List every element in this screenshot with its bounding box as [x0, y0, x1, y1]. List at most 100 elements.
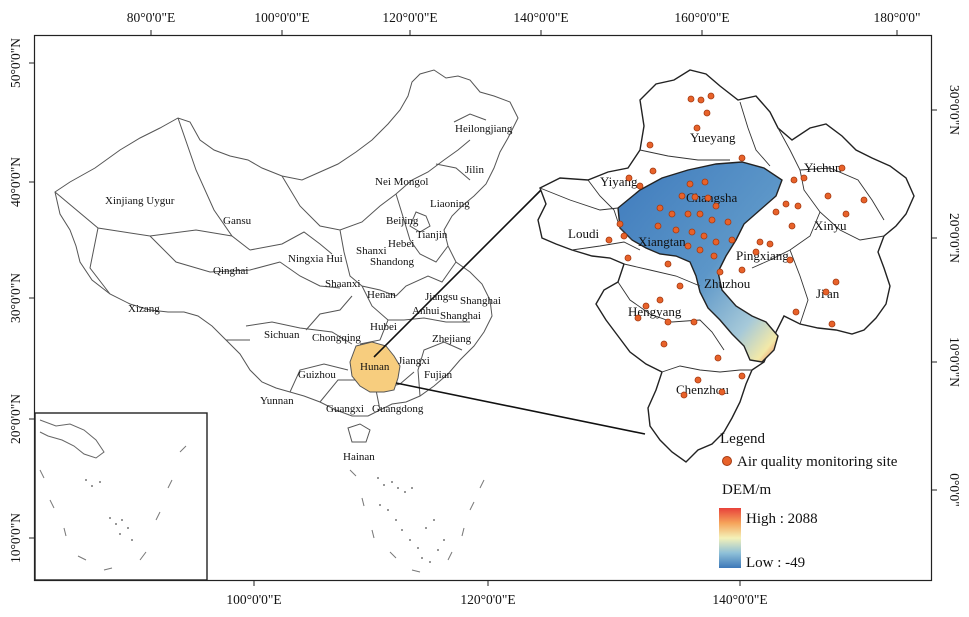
province-label: Ningxia Hui	[288, 253, 343, 265]
site-marker	[832, 278, 840, 286]
city-label: Xiangtan	[638, 234, 686, 249]
province-label: Fujian	[424, 369, 453, 381]
province-label: Xinjiang Uygur	[105, 195, 175, 207]
site-marker	[708, 216, 716, 224]
province-label: Beijing	[386, 215, 419, 227]
top-tick-label: 100°0'0"E	[254, 10, 309, 25]
top-tick-label: 80°0'0"E	[127, 10, 176, 25]
site-marker	[716, 268, 724, 276]
inset-dashes	[39, 445, 187, 571]
legend-dem-title: DEM/m	[722, 482, 772, 498]
province-label: Anhui	[412, 305, 440, 317]
site-marker	[624, 254, 632, 262]
city-label: Changsha	[686, 190, 738, 205]
site-marker	[656, 296, 664, 304]
legend-dem-low: Low : -49	[746, 555, 805, 571]
site-marker	[676, 282, 684, 290]
province-label: Xizang	[128, 303, 160, 315]
legend-title: Legend	[720, 431, 765, 447]
province-label: Jiangsu	[425, 291, 459, 303]
province-label: Hunan	[360, 361, 390, 373]
site-marker	[782, 200, 790, 208]
site-marker	[860, 196, 868, 204]
province-label: Shanghai	[460, 295, 501, 307]
site-marker	[712, 202, 720, 210]
right-tick-label: 20°0'0"N	[947, 213, 962, 263]
site-marker	[605, 236, 613, 244]
left-tick-label: 30°0'0"N	[8, 273, 23, 323]
city-boundaries	[539, 101, 885, 373]
site-marker	[693, 124, 701, 132]
site-marker	[660, 340, 668, 348]
province-label: Guangdong	[372, 403, 424, 415]
graticule-ticks	[29, 30, 937, 586]
right-tick-label: 0°0'0"	[947, 473, 962, 507]
site-marker	[697, 96, 705, 104]
province-label: Shanxi	[356, 245, 387, 257]
site-marker	[642, 302, 650, 310]
study-area-outline	[537, 69, 915, 463]
site-marker	[620, 232, 628, 240]
province-label: Chongqing	[312, 332, 361, 344]
site-marker	[738, 372, 746, 380]
site-marker	[707, 92, 715, 100]
site-marker	[838, 164, 846, 172]
site-marker	[822, 288, 830, 296]
site-marker	[680, 391, 688, 399]
legend: Legend Air quality monitoring site DEM/m…	[719, 431, 898, 571]
province-labels: Heilongjiang Jilin Liaoning Nei Mongol X…	[105, 123, 513, 463]
site-marker	[634, 314, 642, 322]
city-label: Pingxiang	[736, 248, 789, 263]
study-area-map	[537, 69, 915, 463]
site-marker	[738, 154, 746, 162]
island-dots	[377, 477, 445, 563]
city-label: Yiyang	[600, 174, 638, 189]
site-marker	[649, 167, 657, 175]
site-marker	[686, 180, 694, 188]
site-marker	[678, 192, 686, 200]
left-tick-label: 10°0'0"N	[8, 513, 23, 563]
site-marker	[772, 208, 780, 216]
province-label: Qinghai	[213, 265, 248, 277]
site-marker	[786, 256, 794, 264]
site-marker	[654, 222, 662, 230]
right-tick-label: 30°0'0"N	[947, 85, 962, 135]
left-tick-label: 40°0'0"N	[8, 157, 23, 207]
province-label: Henan	[367, 289, 396, 301]
site-marker	[712, 238, 720, 246]
site-marker	[710, 252, 718, 260]
site-marker	[788, 222, 796, 230]
city-label: Loudi	[568, 226, 599, 241]
zoom-connectors	[373, 185, 646, 435]
site-marker	[664, 260, 672, 268]
site-marker	[756, 238, 764, 246]
inset-frame	[34, 412, 208, 581]
left-tick-label: 20°0'0"N	[8, 394, 23, 444]
connector-line-bottom	[395, 382, 646, 435]
site-marker	[690, 318, 698, 326]
province-label: Sichuan	[264, 329, 300, 341]
site-marker	[790, 176, 798, 184]
city-label: Yichun	[804, 160, 842, 175]
province-label: Shandong	[370, 256, 415, 268]
dem-color-ramp	[719, 508, 741, 568]
site-marker	[724, 218, 732, 226]
site-marker	[701, 178, 709, 186]
inset-islands	[85, 479, 133, 541]
site-marker	[616, 220, 624, 228]
province-label: Hainan	[343, 451, 375, 463]
site-marker	[766, 240, 774, 248]
site-marker	[704, 194, 712, 202]
bottom-tick-label: 100°0'0"E	[226, 592, 281, 607]
site-marker	[688, 228, 696, 236]
city-label: Hengyang	[628, 304, 682, 319]
top-tick-label: 160°0'0"E	[674, 10, 729, 25]
city-label: Zhuzhou	[704, 276, 751, 291]
site-marker	[668, 210, 676, 218]
site-marker	[694, 376, 702, 384]
site-marker	[684, 242, 692, 250]
site-marker	[696, 210, 704, 218]
dem-region	[617, 161, 783, 363]
site-marker	[714, 354, 722, 362]
site-marker	[752, 248, 760, 256]
